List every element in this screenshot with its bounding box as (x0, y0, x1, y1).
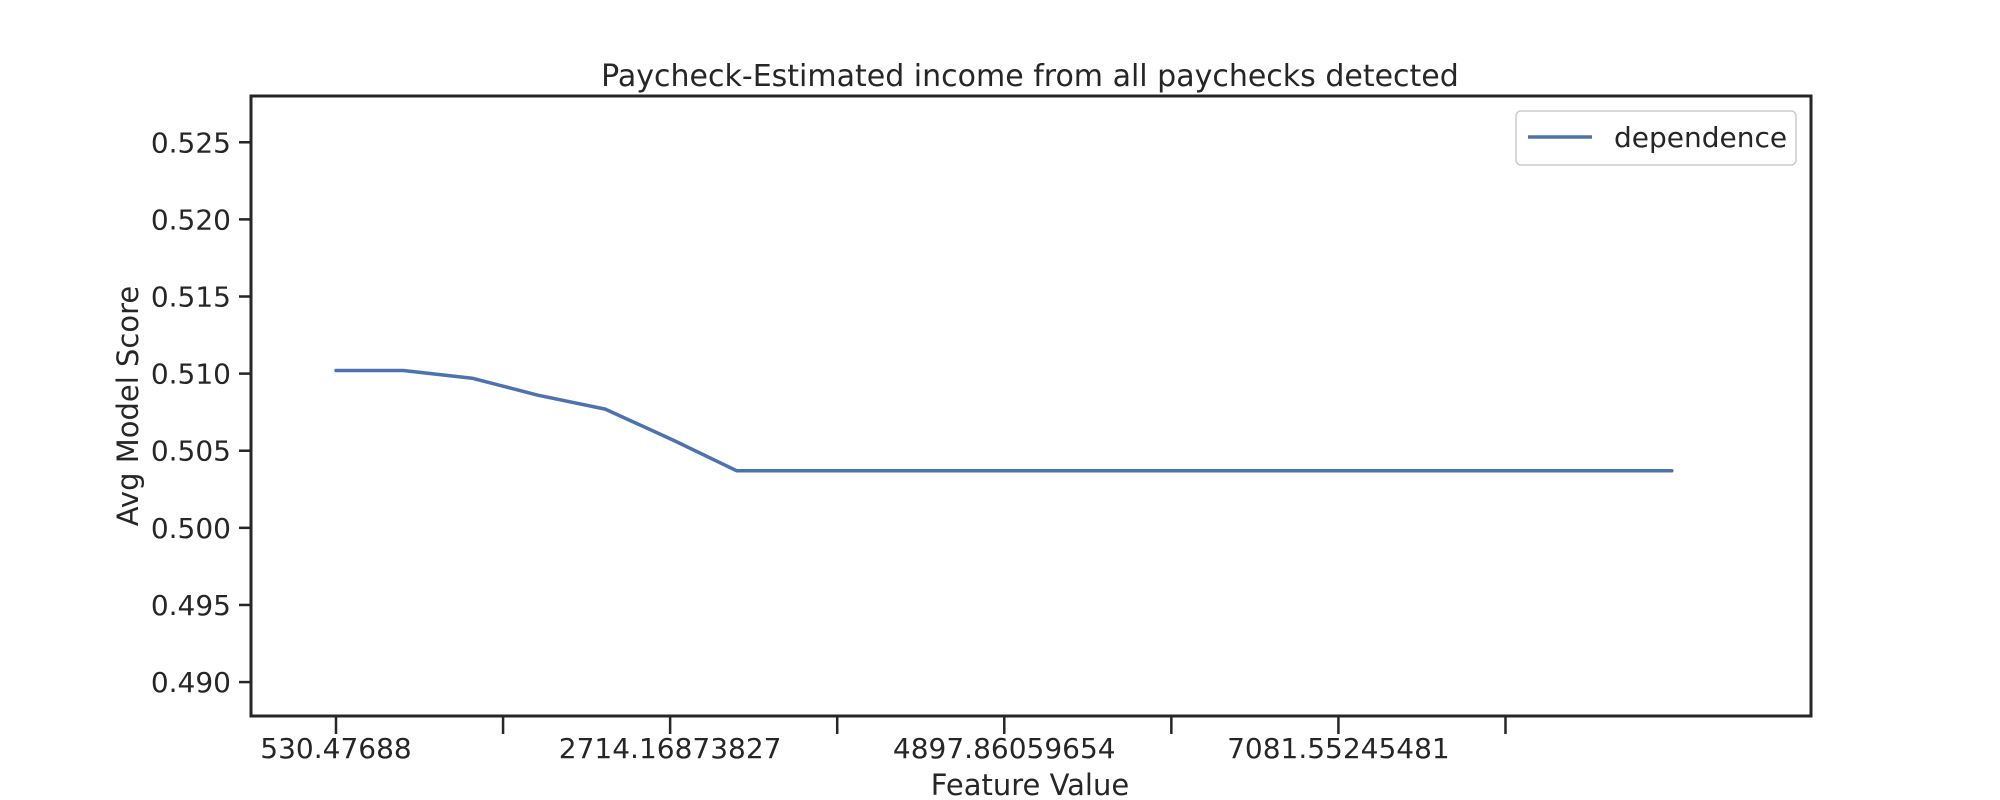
x-tick-label: 7081.55245481 (1227, 732, 1450, 765)
chart-title: Paycheck-Estimated income from all paych… (601, 59, 1459, 94)
legend: dependence (1515, 110, 1797, 166)
x-tick-label: 2714.16873827 (559, 732, 782, 765)
x-tick-label: 530.47688 (260, 732, 411, 765)
y-tick-label: 0.490 (151, 666, 231, 699)
plot-area: 0.490 0.495 0.500 0.505 0.510 0.515 0.520 0.525… (151, 94, 1813, 765)
y-axis-label: Avg Model Score (111, 286, 145, 526)
y-tick-label: 0.505 (151, 435, 231, 468)
legend-box (1515, 110, 1797, 166)
x-tick-label: 4897.86059654 (893, 732, 1116, 765)
series-line-dependence (334, 368, 1674, 473)
x-axis-label: Feature Value (931, 768, 1129, 800)
y-tick-label: 0.520 (151, 203, 231, 236)
y-tick-label: 0.510 (151, 358, 231, 391)
y-tick-label: 0.515 (151, 280, 231, 313)
plot-frame (249, 94, 1813, 718)
series-layer (334, 368, 1674, 473)
y-tick-label: 0.525 (151, 126, 231, 159)
y-tick-label: 0.495 (151, 589, 231, 622)
y-axis: 0.490 0.495 0.500 0.505 0.510 0.515 0.520 0.525 (151, 126, 251, 699)
x-axis: 530.47688 2714.16873827 4897.86059654 7081.… (260, 716, 1507, 765)
y-tick-label: 0.500 (151, 512, 231, 545)
legend-label-dependence: dependence (1614, 121, 1787, 154)
